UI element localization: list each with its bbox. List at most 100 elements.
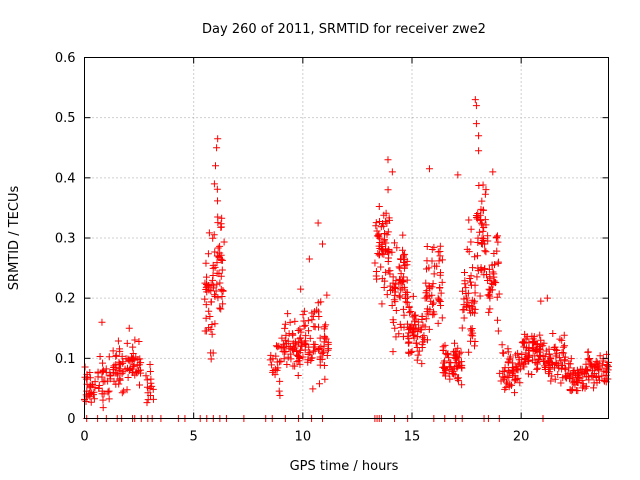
data-point xyxy=(478,234,486,242)
data-point xyxy=(210,180,218,188)
data-point xyxy=(484,277,492,285)
data-point xyxy=(295,357,303,365)
data-point xyxy=(284,337,292,345)
data-point xyxy=(429,311,437,319)
data-point xyxy=(321,334,329,342)
data-point xyxy=(271,371,279,379)
data-point xyxy=(318,240,326,248)
data-point xyxy=(482,186,490,194)
data-point xyxy=(463,245,471,253)
data-point xyxy=(537,341,545,349)
data-point xyxy=(202,314,210,322)
data-point xyxy=(418,360,426,368)
data-point xyxy=(99,404,107,412)
data-point xyxy=(543,294,551,302)
data-point xyxy=(285,330,293,338)
data-point xyxy=(287,355,295,363)
data-point xyxy=(471,253,479,261)
y-tick-label: 0 xyxy=(67,412,75,427)
data-point xyxy=(540,362,548,370)
data-point xyxy=(209,349,217,357)
data-point xyxy=(299,353,307,361)
chart-title: Day 260 of 2011, SRMTID for receiver zwe… xyxy=(202,22,486,37)
data-point xyxy=(511,372,519,380)
data-point xyxy=(377,263,385,271)
data-point xyxy=(478,219,486,227)
data-point xyxy=(406,323,414,331)
data-point xyxy=(409,331,417,339)
data-point xyxy=(381,230,389,238)
data-point xyxy=(525,351,533,359)
data-point xyxy=(405,348,413,356)
data-point xyxy=(301,321,309,329)
data-point xyxy=(282,331,290,339)
data-point xyxy=(129,343,137,351)
data-point xyxy=(604,375,612,383)
data-point xyxy=(284,310,292,318)
x-tick-label: 5 xyxy=(190,430,198,445)
data-point xyxy=(384,257,392,265)
data-point xyxy=(451,371,459,379)
data-point xyxy=(115,365,123,373)
data-point xyxy=(297,285,305,293)
data-point xyxy=(430,270,438,278)
data-point xyxy=(136,355,144,363)
data-point xyxy=(294,327,302,335)
data-point xyxy=(493,293,501,301)
data-point xyxy=(306,334,314,342)
data-point xyxy=(324,346,332,354)
data-point xyxy=(390,239,398,247)
data-point xyxy=(413,356,421,364)
data-point xyxy=(219,300,227,308)
data-point xyxy=(384,156,392,164)
data-point xyxy=(566,360,574,368)
data-point xyxy=(217,272,225,280)
data-point xyxy=(375,202,383,210)
data-point xyxy=(524,357,532,365)
data-point xyxy=(397,270,405,278)
data-point xyxy=(280,342,288,350)
data-point xyxy=(428,257,436,265)
data-point xyxy=(384,228,392,236)
data-point xyxy=(281,324,289,332)
data-point xyxy=(98,368,106,376)
y-tick-label: 0.5 xyxy=(55,111,76,126)
data-point xyxy=(105,353,113,361)
data-point xyxy=(425,325,433,333)
data-point xyxy=(321,375,329,383)
data-point xyxy=(90,395,98,403)
data-point xyxy=(479,206,487,214)
data-point xyxy=(440,357,448,365)
data-point xyxy=(461,280,469,288)
data-point xyxy=(455,350,463,358)
data-point xyxy=(445,358,453,366)
data-point xyxy=(467,337,475,345)
data-point xyxy=(493,247,501,255)
data-point xyxy=(441,365,449,373)
data-point xyxy=(218,266,226,274)
data-point xyxy=(451,339,459,347)
data-point xyxy=(214,244,222,252)
data-point xyxy=(561,357,569,365)
data-point xyxy=(549,330,557,338)
data-point xyxy=(380,284,388,292)
data-point xyxy=(143,376,151,384)
data-point xyxy=(291,362,299,370)
data-point xyxy=(561,353,569,361)
data-point xyxy=(209,264,217,272)
data-point xyxy=(482,248,490,256)
data-point xyxy=(465,348,473,356)
data-point xyxy=(209,276,217,284)
data-point xyxy=(425,264,433,272)
data-point xyxy=(518,351,526,359)
data-point xyxy=(452,355,460,363)
data-point xyxy=(542,347,550,355)
data-point xyxy=(472,102,480,110)
data-point xyxy=(99,378,107,386)
data-point xyxy=(558,336,566,344)
data-point xyxy=(116,347,124,355)
x-tick-label: 10 xyxy=(295,430,312,445)
data-point xyxy=(593,379,601,387)
data-point xyxy=(511,389,519,397)
data-point xyxy=(382,209,390,217)
